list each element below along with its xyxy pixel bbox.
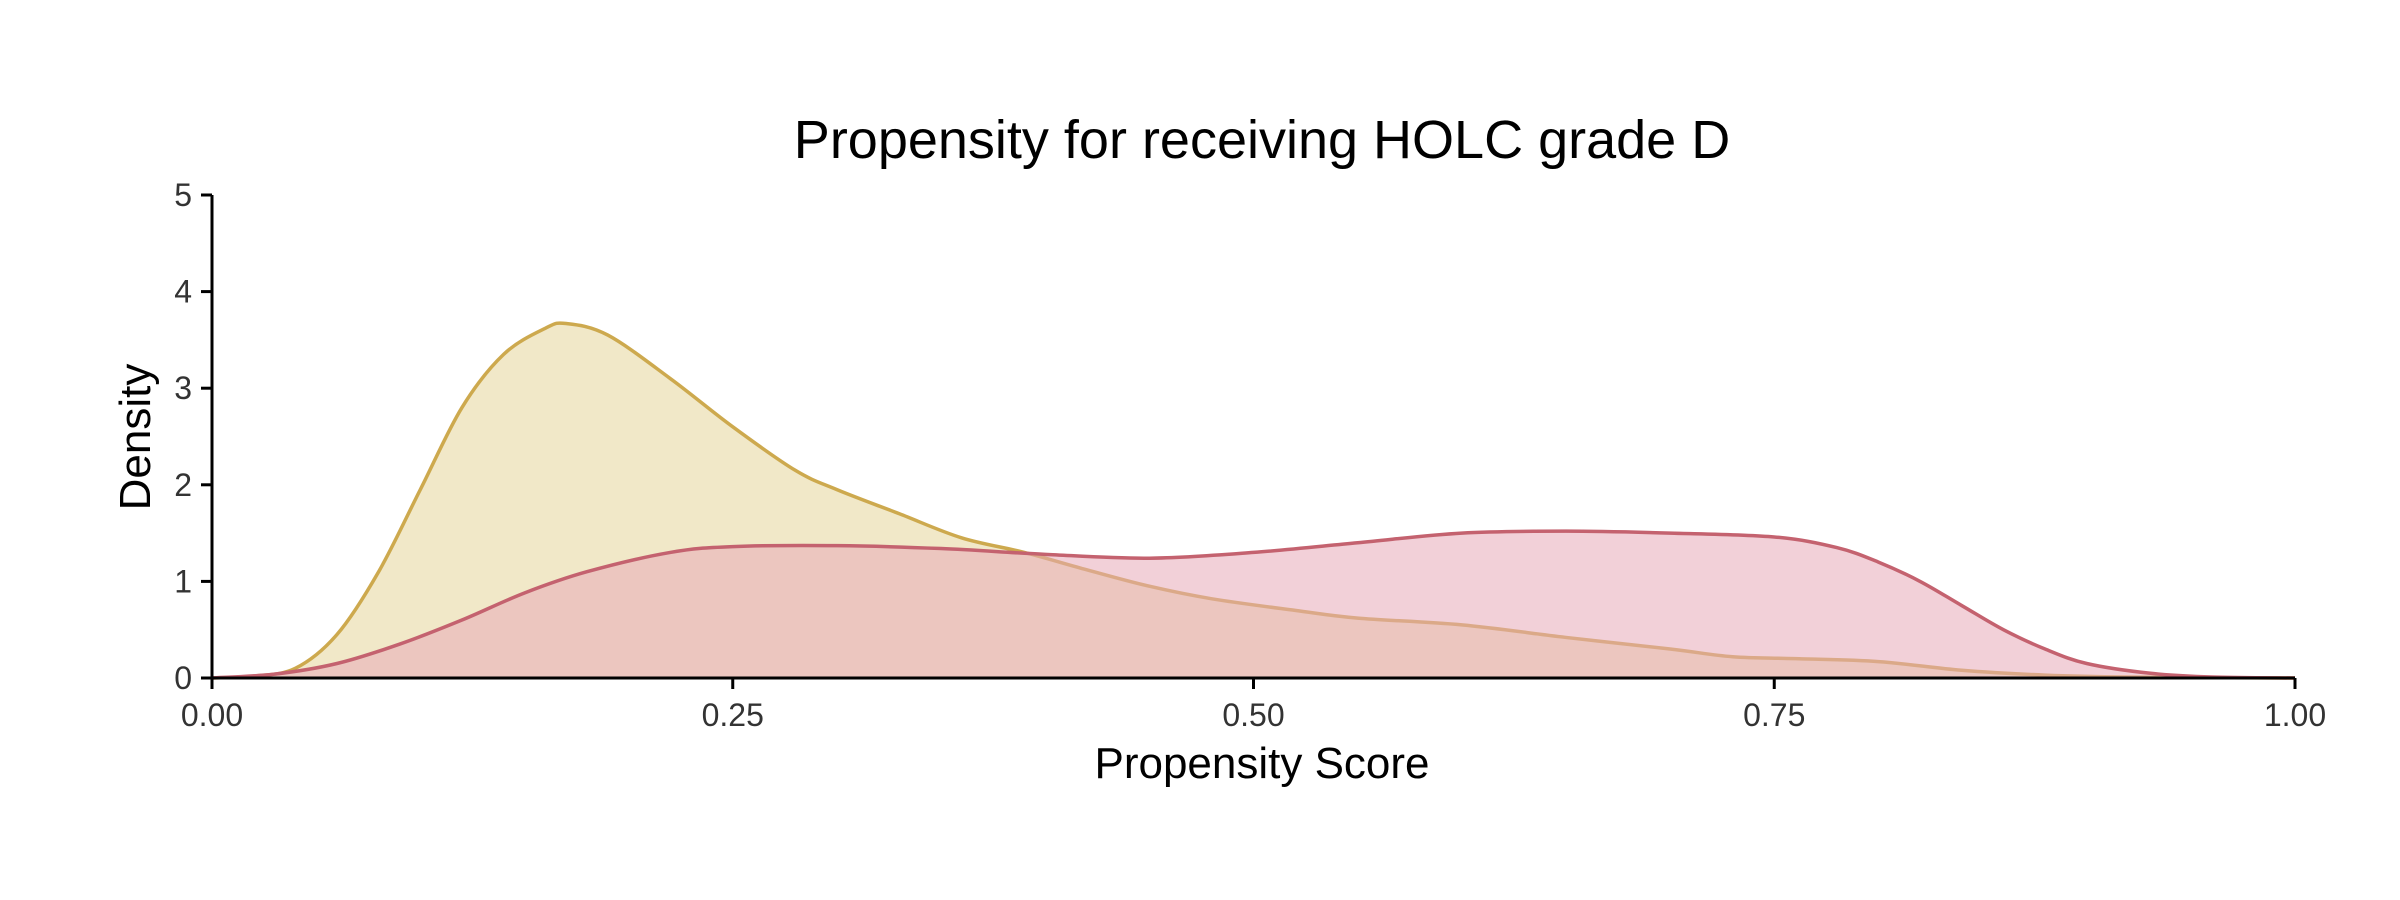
y-axis-title: Density: [111, 364, 160, 511]
chart-title: Propensity for receiving HOLC grade D: [794, 110, 1730, 170]
density-areas: [211, 321, 2296, 680]
y-tick-label: 1: [174, 563, 192, 599]
y-tick-label: 3: [174, 370, 192, 406]
y-tick-label: 4: [174, 274, 192, 310]
x-axis-title: Propensity Score: [1094, 739, 1429, 788]
axes: 0.00 0.25 0.50 0.75 1.00 0 1 2 3 4 5: [174, 177, 2326, 733]
y-tick-label: 0: [174, 660, 192, 696]
x-tick-label: 0.25: [702, 697, 764, 733]
labels: Propensity for receiving HOLC grade D Pr…: [111, 110, 1730, 788]
x-tick-label: 1.00: [2264, 697, 2326, 733]
density-area-2: [212, 531, 2295, 678]
y-tick-label: 5: [174, 177, 192, 213]
x-tick-label: 0.50: [1222, 697, 1284, 733]
x-tick-label: 0.75: [1743, 697, 1805, 733]
y-tick-label: 2: [174, 467, 192, 503]
x-tick-label: 0.00: [181, 697, 243, 733]
density-line-2: [211, 529, 2296, 680]
